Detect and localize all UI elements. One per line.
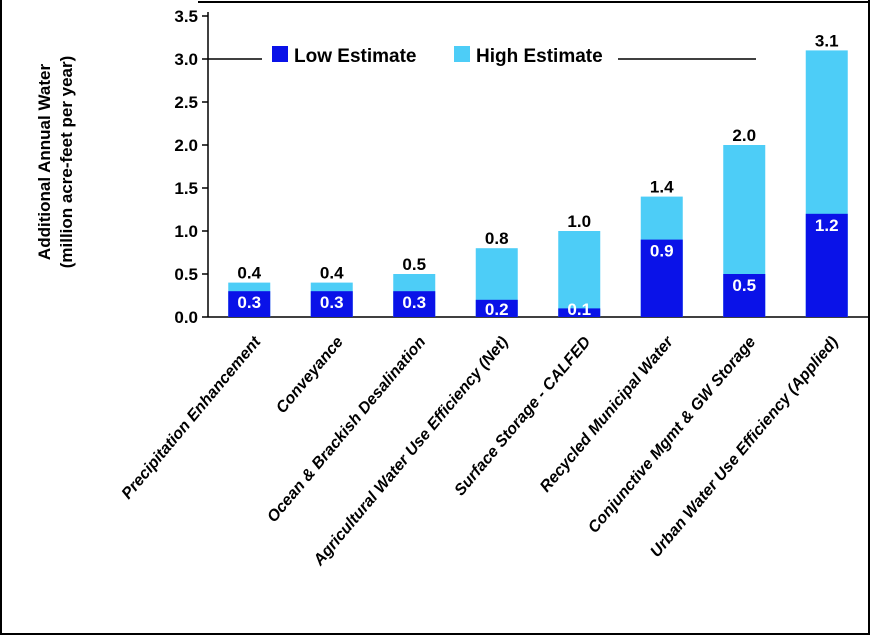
data-label-high: 2.0 (732, 126, 756, 145)
y-tick-label: 2.5 (174, 93, 198, 112)
bar-low-estimate (393, 291, 436, 317)
data-label-high: 0.5 (402, 255, 426, 274)
data-label-high: 1.0 (567, 212, 591, 231)
y-axis-label-line1: Additional Annual Water (35, 64, 54, 261)
data-label-low: 0.1 (567, 300, 591, 319)
x-tick-label: Surface Storage - CALFED (452, 333, 595, 499)
x-tick-label: Recycled Municipal Water (537, 333, 677, 496)
bar-low-estimate (805, 213, 848, 317)
y-axis-label-line2: (million acre-feet per year) (57, 56, 76, 269)
bar-low-estimate (558, 308, 601, 317)
bar-low-estimate (475, 299, 518, 317)
y-tick-label: 0.0 (174, 308, 198, 327)
data-label-low: 0.2 (485, 300, 509, 319)
bar-low-estimate (723, 274, 766, 317)
legend-label-high: High Estimate (476, 46, 603, 67)
bar-high-estimate (558, 231, 601, 317)
legend: Low Estimate High Estimate (208, 46, 756, 67)
x-tick-label: Urban Water Use Efficiency (Applied) (647, 334, 841, 561)
y-tick-label: 3.5 (174, 7, 198, 26)
data-label-low: 0.3 (237, 293, 261, 312)
x-tick-label: Conjunctive Mgmt & GW Storage (585, 334, 759, 537)
data-label-high: 0.4 (320, 264, 344, 283)
data-label-low: 0.5 (732, 276, 756, 295)
bar-low-estimate (640, 239, 683, 317)
y-tick-label: 0.5 (174, 265, 198, 284)
data-label-low: 1.2 (815, 216, 839, 235)
y-tick-label: 2.0 (174, 136, 198, 155)
legend-label-low: Low Estimate (294, 46, 416, 67)
bar-low-estimate (228, 291, 271, 317)
legend-swatch-low (272, 46, 288, 62)
bars: 0.4 0.3 0.4 0.3 0.5 0.3 0.8 0.2 1.0 0.1 1.4 0.9 2.0 0… (228, 31, 848, 319)
y-tick-label: 1.5 (174, 179, 198, 198)
data-label-high: 0.4 (237, 264, 261, 283)
category-labels: Precipitation Enhancement ConveyanceOcean… (119, 333, 842, 570)
x-tick-label: Ocean & Brackish Desalination (264, 333, 429, 525)
data-label-high: 1.4 (650, 178, 674, 197)
bar-low-estimate (310, 291, 353, 317)
x-tick-label: Conveyance (273, 334, 347, 417)
data-label-high: 3.1 (815, 31, 839, 50)
legend-swatch-high (454, 46, 470, 62)
data-label-high: 0.8 (485, 229, 509, 248)
x-tick-label: Precipitation Enhancement (119, 333, 265, 502)
y-axis-title: Additional Annual Water (million acre-fe… (35, 56, 76, 269)
y-tick-label: 1.0 (174, 222, 198, 241)
data-label-low: 0.3 (320, 293, 344, 312)
y-tick-label: 3.0 (174, 50, 198, 69)
data-label-low: 0.3 (402, 293, 426, 312)
data-label-low: 0.9 (650, 242, 674, 261)
